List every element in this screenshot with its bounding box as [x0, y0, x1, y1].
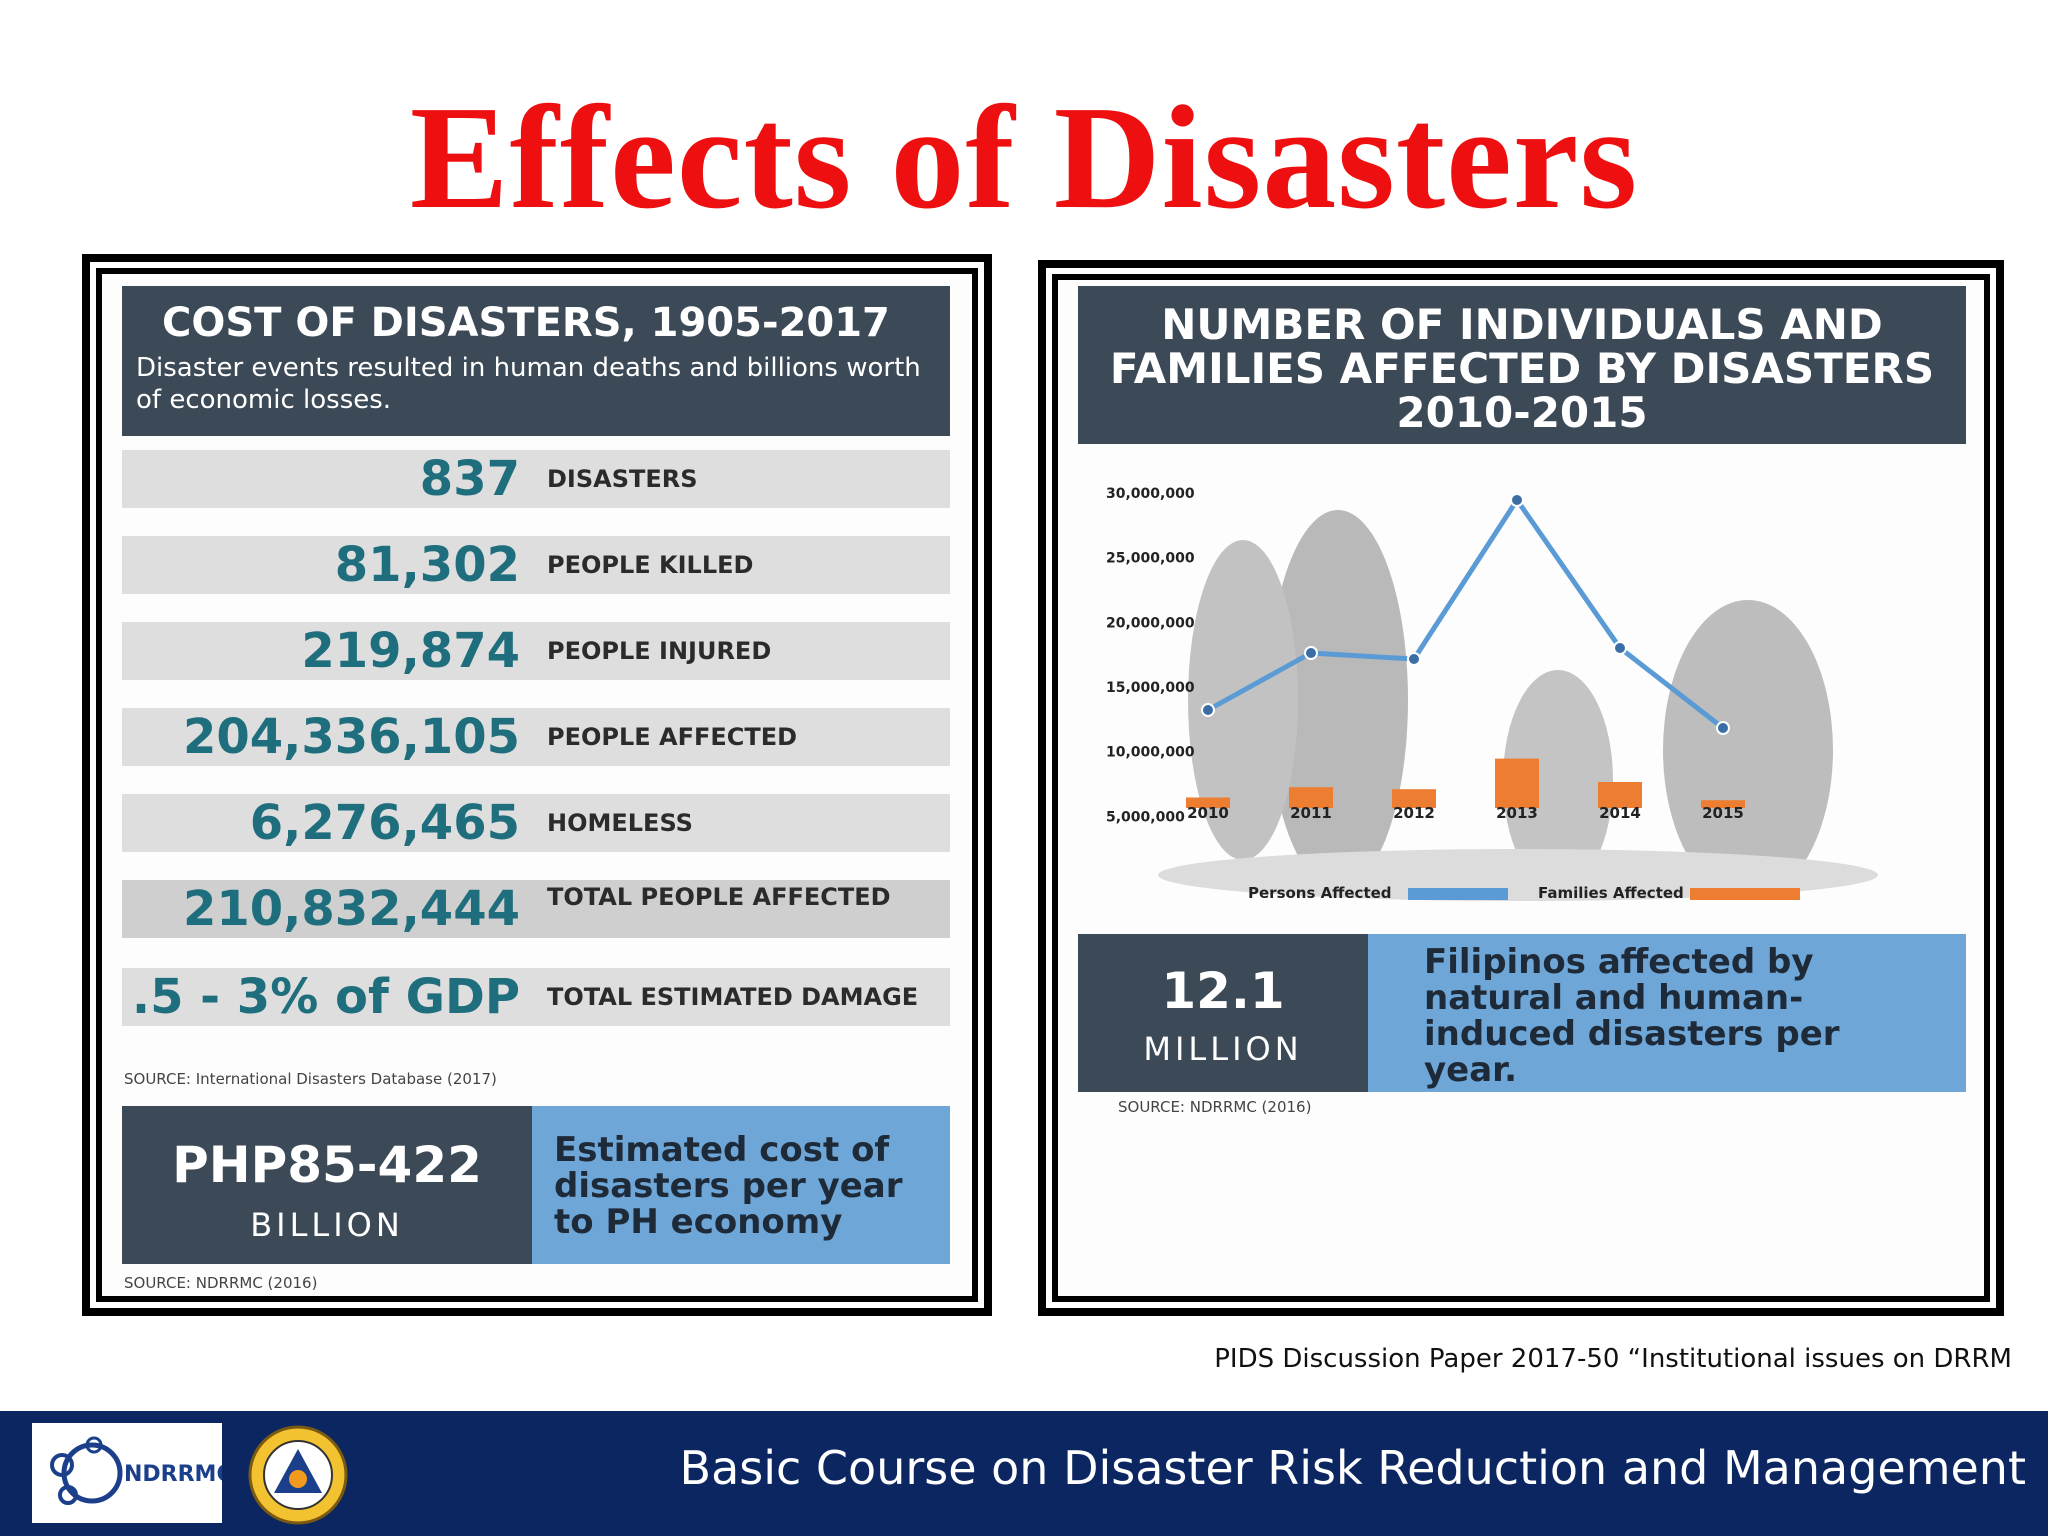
cost-band: PHP85-422 BILLION Estimated cost of disa… [122, 1106, 950, 1264]
affected-band-source: SOURCE: NDRRMC (2016) [1118, 1098, 1312, 1116]
stat-label: PEOPLE KILLED [547, 551, 754, 579]
persons-point [1304, 646, 1318, 660]
persons-point [1407, 652, 1421, 666]
families-bar [1701, 800, 1745, 808]
stat-value: 210,832,444 [182, 881, 520, 937]
y-tick-label: 10,000,000 [1106, 745, 1195, 761]
affected-header-line1: NUMBER OF INDIVIDUALS AND [1161, 300, 1883, 349]
stat-row: 837 DISASTERS [122, 450, 950, 508]
x-tick-label: 2014 [1599, 804, 1641, 822]
cost-header-subtitle: Disaster events resulted in human deaths… [136, 353, 921, 415]
x-tick-label: 2015 [1702, 804, 1744, 822]
cost-source: SOURCE: International Disasters Database… [124, 1070, 497, 1088]
persons-point [1201, 703, 1215, 717]
stat-label: TOTAL ESTIMATED DAMAGE [547, 983, 919, 1011]
legend-persons-swatch [1408, 888, 1508, 900]
stat-row: 6,276,465 HOMELESS [122, 794, 950, 852]
stat-label: HOMELESS [547, 809, 693, 837]
stat-value: 219,874 [301, 623, 520, 679]
cost-band-source: SOURCE: NDRRMC (2016) [124, 1274, 318, 1292]
persons-line [1206, 495, 1725, 730]
cost-band-text: Estimated cost of disasters per year to … [554, 1130, 903, 1242]
y-tick-label: 15,000,000 [1106, 680, 1195, 696]
persons-point [1716, 721, 1730, 735]
affected-header-line3: 2010-2015 [1396, 388, 1648, 437]
y-tick-label: 5,000,000 [1106, 809, 1185, 825]
stat-value: 81,302 [334, 537, 520, 593]
stat-label: PEOPLE INJURED [547, 637, 772, 665]
y-tick-label: 25,000,000 [1106, 551, 1195, 567]
ndrrmc-logo: NDRRMC [32, 1423, 233, 1523]
families-bar [1598, 782, 1642, 808]
silhouette-figure [1503, 670, 1613, 890]
stat-row: .5 - 3% of GDP TOTAL ESTIMATED DAMAGE [122, 968, 950, 1026]
affected-header-line2: FAMILIES AFFECTED BY DISASTERS [1109, 344, 1935, 393]
stat-value: 837 [419, 451, 520, 507]
cost-band-value: PHP85-422 [172, 1136, 482, 1194]
cost-band-text-box: Estimated cost of disasters per year to … [532, 1106, 950, 1264]
y-tick-label: 20,000,000 [1106, 615, 1195, 631]
cost-header-title: COST OF DISASTERS, 1905-2017 [162, 300, 890, 346]
families-bar [1289, 787, 1333, 808]
individuals-affected-panel: NUMBER OF INDIVIDUALS AND FAMILIES AFFEC… [1038, 260, 2004, 1316]
affected-header: NUMBER OF INDIVIDUALS AND FAMILIES AFFEC… [1078, 286, 1966, 444]
persons-point [1510, 493, 1524, 507]
families-bar [1392, 789, 1436, 808]
affected-band: 12.1 MILLION Filipinos affected by natur… [1078, 934, 1966, 1092]
ocd-seal-icon [248, 1425, 348, 1525]
stat-value: .5 - 3% of GDP [131, 969, 520, 1025]
stat-label: DISASTERS [547, 465, 698, 493]
citation: PIDS Discussion Paper 2017-50 “Instituti… [1214, 1344, 2012, 1374]
cost-band-value-box: PHP85-422 BILLION [122, 1106, 532, 1264]
families-bar [1186, 797, 1230, 808]
logo-text: NDRRMC [124, 1462, 222, 1487]
families-bar [1495, 758, 1539, 808]
cost-header: COST OF DISASTERS, 1905-2017 Disaster ev… [122, 286, 950, 436]
affected-band-unit: MILLION [1143, 1030, 1303, 1068]
legend-families-swatch [1690, 888, 1800, 900]
affected-line-chart: 30,000,000 25,000,000 20,000,000 15,000,000… [1106, 486, 1878, 902]
cost-band-unit: BILLION [250, 1206, 404, 1244]
x-tick-label: 2013 [1496, 804, 1538, 822]
slide-title: Effects of Disasters [409, 76, 1639, 240]
affected-band-value: 12.1 [1161, 962, 1285, 1020]
silhouette-figure [1663, 600, 1833, 900]
affected-band-text-box: Filipinos affected by natural and human-… [1368, 934, 1966, 1092]
persons-point [1613, 641, 1627, 655]
course-title: Basic Course on Disaster Risk Reduction … [679, 1441, 2026, 1495]
x-tick-label: 2011 [1290, 804, 1332, 822]
cost-of-disasters-panel: COST OF DISASTERS, 1905-2017 Disaster ev… [82, 254, 992, 1316]
stat-row: 204,336,105 PEOPLE AFFECTED [122, 708, 950, 766]
affected-band-text: Filipinos affected by natural and human-… [1424, 942, 1840, 1090]
x-tick-label: 2010 [1187, 804, 1229, 822]
stat-row: 219,874 PEOPLE INJURED [122, 622, 950, 680]
stat-label: TOTAL PEOPLE AFFECTED [547, 883, 891, 911]
legend-persons-label: Persons Affected [1248, 884, 1392, 902]
stat-label: PEOPLE AFFECTED [547, 723, 798, 751]
legend-families-label: Families Affected [1538, 884, 1684, 902]
stat-row: 210,832,444 TOTAL PEOPLE AFFECTED [122, 880, 950, 938]
silhouette-figure [1188, 540, 1298, 860]
ndrrmc-logo-icon: NDRRMC [50, 1436, 233, 1505]
stat-value: 204,336,105 [182, 709, 520, 765]
stat-row: 81,302 PEOPLE KILLED [122, 536, 950, 594]
stat-value: 6,276,465 [249, 795, 520, 851]
y-tick-label: 30,000,000 [1106, 486, 1195, 502]
footer-bar: NDRRMC Basic Course on Disaster Risk Red… [0, 1411, 2048, 1536]
affected-band-value-box: 12.1 MILLION [1078, 934, 1368, 1092]
x-tick-label: 2012 [1393, 804, 1435, 822]
